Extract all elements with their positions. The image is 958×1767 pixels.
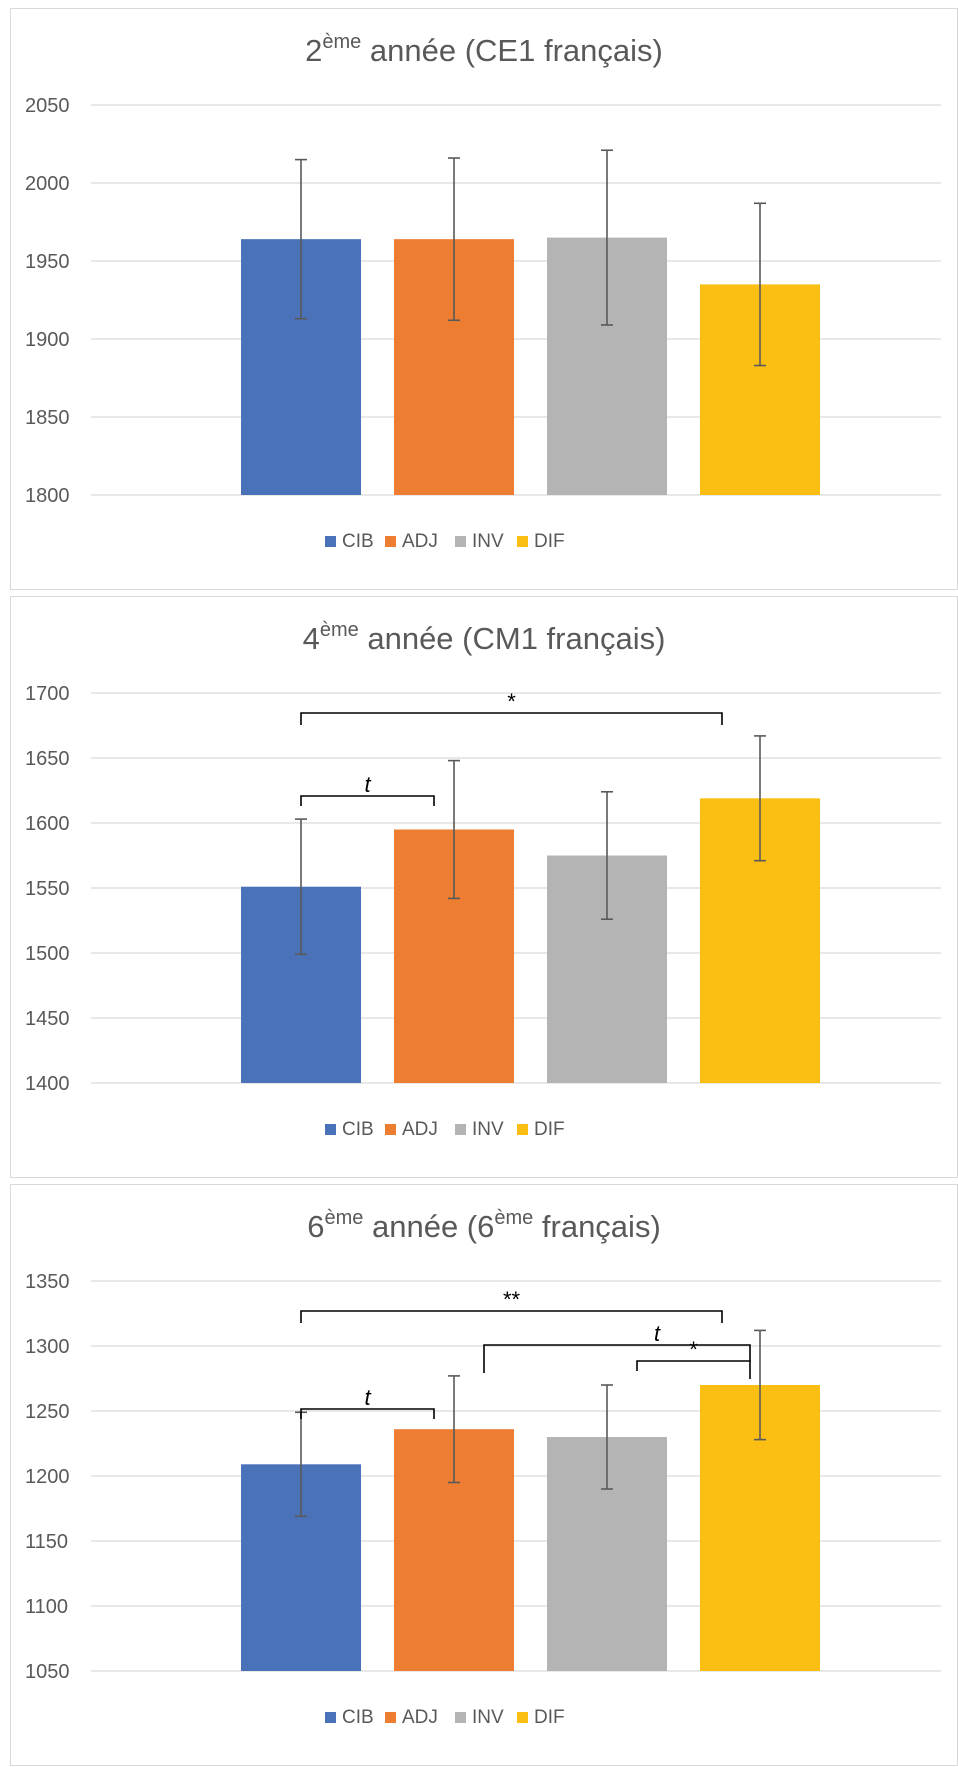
legend-label-adj: ADJ (402, 1119, 438, 1140)
legend-swatch-dif (517, 1712, 528, 1723)
y-tick-label: 1900 (25, 329, 70, 351)
legend-swatch-inv (455, 536, 466, 547)
bar-chart-svg: 1800 1850 1900 1950 2000 2050 CIB ADJ INV DIF (25, 95, 941, 552)
legend-label-dif: DIF (534, 531, 565, 552)
legend-label-adj: ADJ (402, 531, 438, 552)
chart-panel-grade4: 4ème année (CM1 français) 1400 1450 1500 15… (10, 596, 958, 1178)
legend-label-dif: DIF (534, 1119, 565, 1140)
y-tick-label: 1650 (25, 748, 70, 770)
significance-label: t (364, 772, 371, 797)
y-tick-label: 1500 (25, 943, 70, 965)
y-tick-label: 1050 (25, 1661, 70, 1683)
error-bar-cib (295, 158, 307, 320)
significance-label: ** (503, 1287, 521, 1312)
y-tick-label: 2050 (25, 95, 70, 117)
legend-swatch-cib (325, 1124, 336, 1135)
significance-bracket (483, 1344, 751, 1373)
chart-panel-grade2: 2ème année (CE1 français) 1800 1850 1900 19… (10, 8, 958, 590)
error-bar-adj (448, 157, 460, 322)
significance-label: * (507, 689, 516, 714)
legend-swatch-dif (517, 536, 528, 547)
significance-bracket (300, 795, 435, 806)
y-tick-label: 1400 (25, 1073, 70, 1095)
y-tick-label: 1150 (25, 1531, 68, 1553)
error-bar-dif (754, 1329, 766, 1441)
legend-label-inv: INV (472, 1707, 504, 1728)
significance-bracket (300, 1310, 723, 1323)
legend-label-cib: CIB (342, 1119, 374, 1140)
legend-label-cib: CIB (342, 531, 374, 552)
chart-title: 4ème année (CM1 français) (302, 619, 666, 656)
y-tick-label: 1450 (25, 1008, 70, 1030)
y-tick-label: 1700 (25, 683, 70, 705)
y-tick-label: 1600 (25, 813, 70, 835)
y-tick-label: 1950 (25, 251, 70, 273)
y-tick-label: 1200 (25, 1466, 70, 1488)
y-tick-label: 1100 (25, 1596, 68, 1618)
y-tick-label: 1300 (25, 1336, 70, 1358)
chart-title: 2ème année (CE1 français) (305, 31, 663, 68)
error-bar-inv (601, 1384, 613, 1490)
legend-label-inv: INV (472, 1119, 504, 1140)
legend-label-inv: INV (472, 531, 504, 552)
legend-swatch-adj (385, 1712, 396, 1723)
legend-swatch-dif (517, 1124, 528, 1135)
bar-chart-svg: 1050 1100 1150 1200 1250 1300 1350 ** t * t CIB ADJ I… (25, 1271, 941, 1728)
legend-label-cib: CIB (342, 1707, 374, 1728)
significance-label: * (689, 1337, 698, 1362)
error-bar-dif (754, 202, 766, 367)
legend-swatch-adj (385, 1124, 396, 1135)
significance-label: t (654, 1321, 661, 1346)
y-tick-label: 1250 (25, 1401, 70, 1423)
legend-swatch-adj (385, 536, 396, 547)
error-bar-inv (601, 149, 613, 326)
legend-swatch-cib (325, 1712, 336, 1723)
y-tick-label: 1800 (25, 485, 70, 507)
error-bar-dif (754, 735, 766, 862)
chart-title: 6ème année (6ème français) (307, 1207, 661, 1244)
error-bar-inv (601, 791, 613, 921)
error-bar-adj (448, 759, 460, 900)
y-tick-label: 2000 (25, 173, 70, 195)
y-tick-label: 1850 (25, 407, 70, 429)
legend-swatch-inv (455, 1124, 466, 1135)
significance-label: t (364, 1385, 371, 1410)
legend-label-adj: ADJ (402, 1707, 438, 1728)
error-bar-cib (295, 818, 307, 956)
y-tick-label: 1550 (25, 878, 70, 900)
legend-swatch-inv (455, 1712, 466, 1723)
legend-label-dif: DIF (534, 1707, 565, 1728)
bar-chart-svg: 1400 1450 1500 1550 1600 1650 1700 * t CIB ADJ INV D… (25, 683, 941, 1140)
significance-bracket (636, 1360, 751, 1379)
significance-bracket (300, 1408, 435, 1419)
y-tick-label: 1350 (25, 1271, 70, 1293)
legend-swatch-cib (325, 536, 336, 547)
error-bar-adj (448, 1375, 460, 1484)
chart-panel-grade6: 6ème année (6ème français) 1050 1100 1150 1… (10, 1184, 958, 1766)
significance-bracket (300, 712, 723, 725)
